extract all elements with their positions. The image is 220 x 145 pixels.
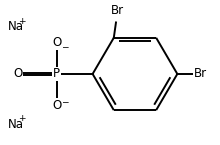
Text: Na: Na xyxy=(7,118,24,131)
Text: O: O xyxy=(13,67,22,80)
Text: O: O xyxy=(52,99,61,112)
Text: Na: Na xyxy=(7,20,24,33)
Text: P: P xyxy=(53,67,60,80)
Text: Br: Br xyxy=(194,67,207,80)
Text: +: + xyxy=(18,17,25,26)
Text: −: − xyxy=(61,97,69,106)
Text: Br: Br xyxy=(110,4,124,17)
Text: O: O xyxy=(52,36,61,49)
Text: −: − xyxy=(61,42,69,51)
Text: +: + xyxy=(18,114,25,123)
